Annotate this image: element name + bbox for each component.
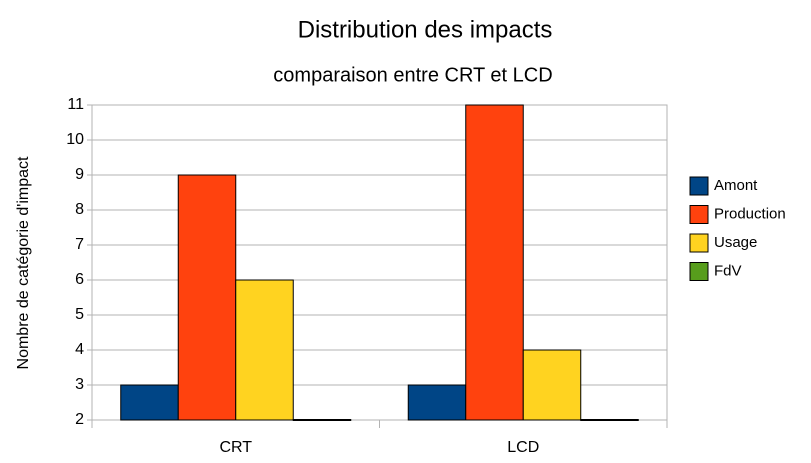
- legend-label: Production: [714, 205, 786, 222]
- y-tick-label: 7: [75, 236, 84, 253]
- legend-label: Usage: [714, 234, 757, 251]
- bar: [522, 349, 582, 421]
- y-tick-label: 5: [75, 306, 84, 323]
- bar: [292, 419, 352, 421]
- y-axis-label: Nombre de catégorie d'impact: [15, 156, 32, 369]
- y-tick-label: 11: [67, 96, 84, 113]
- y-tick-label: 8: [75, 201, 84, 218]
- legend-swatch: [689, 176, 709, 196]
- legend-label: Amont: [714, 177, 758, 194]
- chart-subtitle: comparaison entre CRT et LCD: [273, 64, 552, 86]
- x-tick-label: LCD: [507, 439, 539, 456]
- y-tick-label: 10: [66, 131, 84, 148]
- legend-swatch: [689, 233, 709, 253]
- y-tick-label: 2: [75, 411, 84, 428]
- bar: [120, 384, 179, 421]
- bar: [465, 104, 524, 421]
- chart-title: Distribution des impacts: [298, 16, 553, 43]
- bar: [235, 279, 294, 421]
- legend-label: FdV: [714, 262, 742, 279]
- bar: [407, 384, 467, 421]
- y-tick-label: 9: [75, 166, 84, 183]
- bar: [580, 419, 639, 421]
- legend-swatch: [689, 262, 709, 281]
- x-tick-label: CRT: [219, 439, 252, 456]
- bar: [177, 174, 237, 421]
- legend-swatch: [689, 205, 709, 224]
- y-tick-label: 6: [75, 271, 84, 288]
- y-tick-label: 3: [75, 376, 84, 393]
- y-tick-label: 4: [75, 341, 84, 358]
